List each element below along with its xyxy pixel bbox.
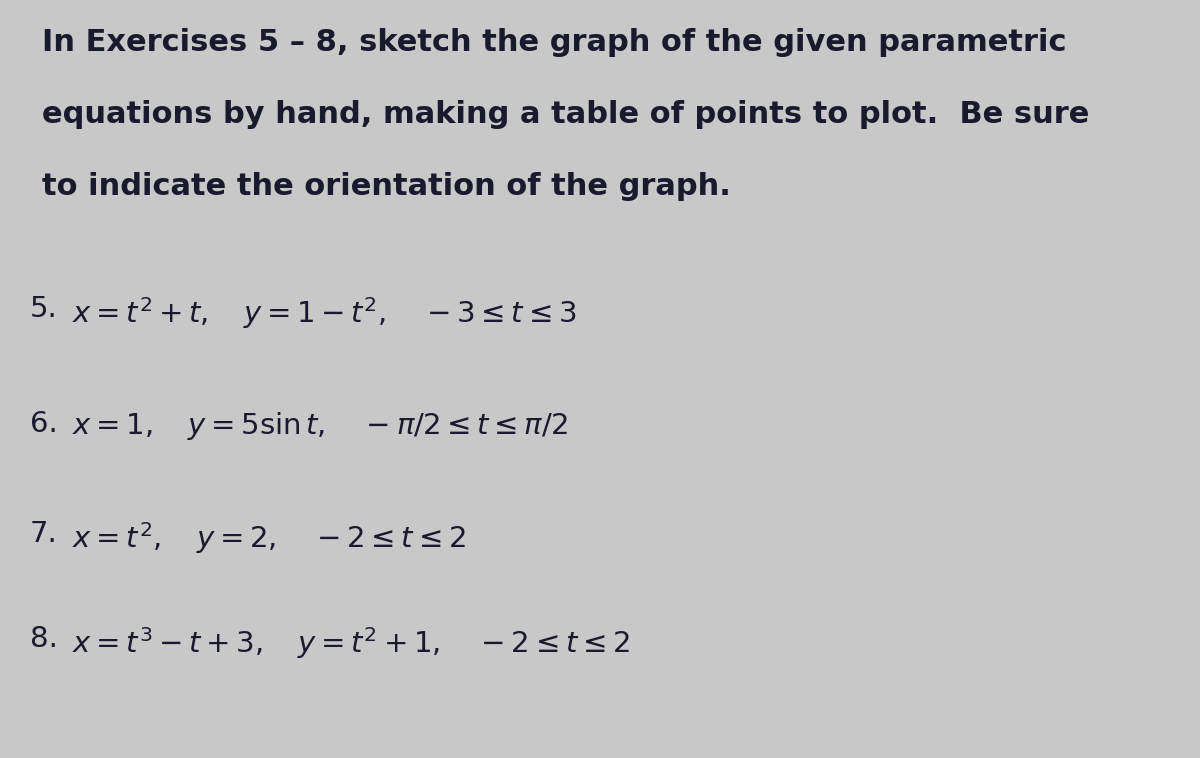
Text: 5.: 5. (30, 295, 58, 323)
Text: to indicate the orientation of the graph.: to indicate the orientation of the graph… (42, 172, 731, 201)
Text: $x = t^3 - t + 3, \quad y = t^2 + 1, \quad -2 \leq t \leq 2$: $x = t^3 - t + 3, \quad y = t^2 + 1, \qu… (72, 625, 630, 661)
Text: $x = 1, \quad y = 5\sin t, \quad -\pi/2 \leq t \leq \pi/2$: $x = 1, \quad y = 5\sin t, \quad -\pi/2 … (72, 410, 568, 442)
Text: 6.: 6. (30, 410, 58, 438)
Text: $x = t^2 + t, \quad y = 1 - t^2, \quad -3 \leq t \leq 3$: $x = t^2 + t, \quad y = 1 - t^2, \quad -… (72, 295, 576, 331)
Text: In Exercises 5 – 8, sketch the graph of the given parametric: In Exercises 5 – 8, sketch the graph of … (42, 28, 1067, 57)
Text: equations by hand, making a table of points to plot.  Be sure: equations by hand, making a table of poi… (42, 100, 1090, 129)
Text: 8.: 8. (30, 625, 58, 653)
Text: $x = t^2, \quad y = 2, \quad -2 \leq t \leq 2$: $x = t^2, \quad y = 2, \quad -2 \leq t \… (72, 520, 466, 556)
Text: 7.: 7. (30, 520, 58, 548)
